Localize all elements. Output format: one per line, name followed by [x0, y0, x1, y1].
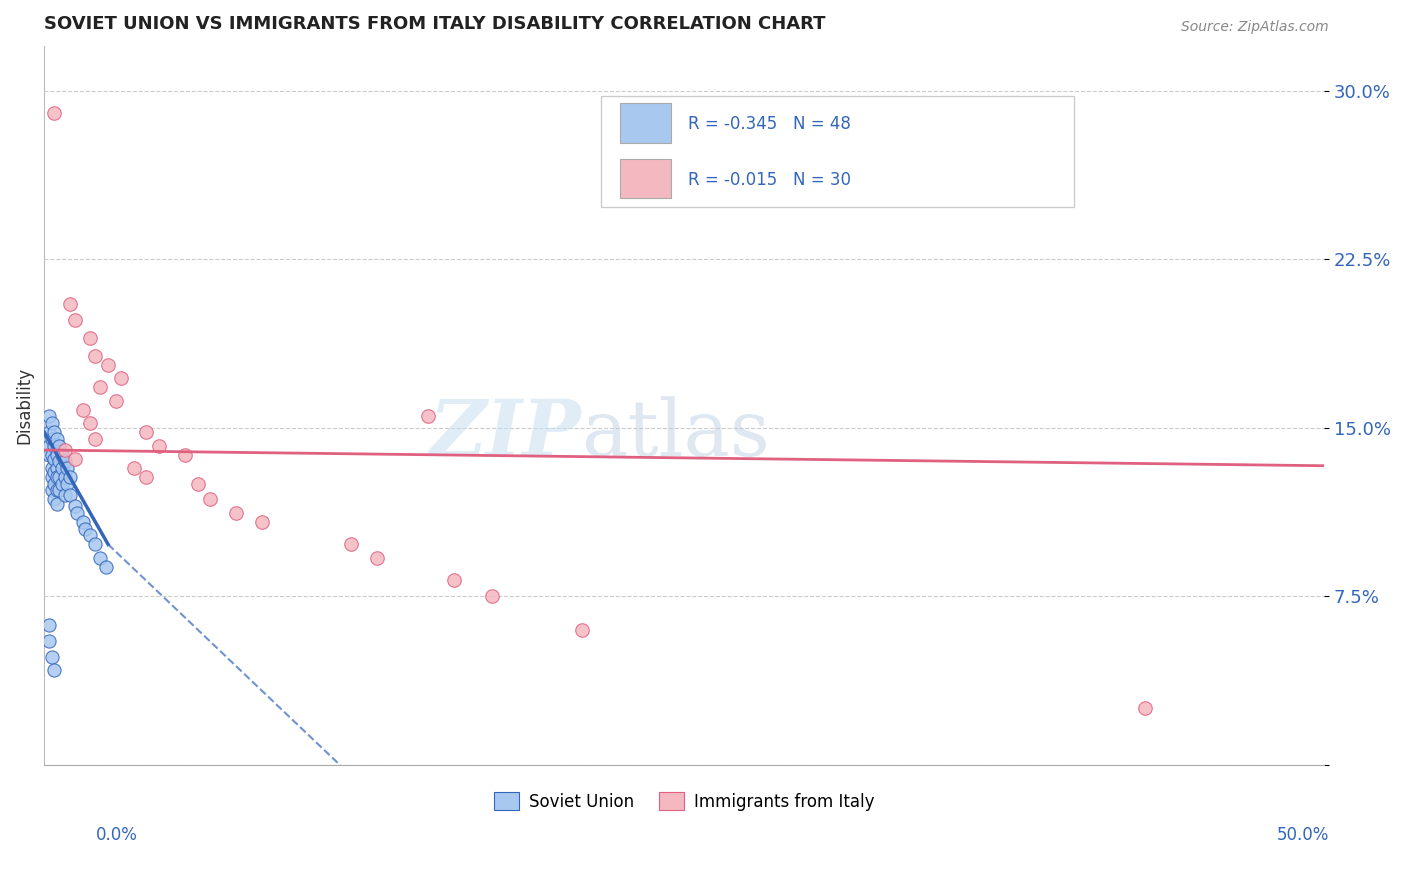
Point — [48, 483, 70, 498]
Point — [44, 663, 66, 677]
Point — [45, 461, 67, 475]
Point — [66, 506, 89, 520]
Point — [44, 492, 66, 507]
Point — [79, 416, 101, 430]
Point — [45, 497, 67, 511]
Point — [38, 618, 60, 632]
Point — [59, 297, 82, 311]
Text: 0.0%: 0.0% — [96, 826, 138, 844]
Point — [41, 416, 63, 430]
Point — [41, 470, 63, 484]
Legend: Soviet Union, Immigrants from Italy: Soviet Union, Immigrants from Italy — [486, 786, 882, 817]
Text: 50.0%: 50.0% — [1277, 826, 1329, 844]
Point — [79, 528, 101, 542]
Point — [84, 432, 107, 446]
Point — [45, 470, 67, 484]
Text: atlas: atlas — [582, 396, 770, 472]
Point — [135, 425, 157, 439]
Point — [53, 454, 76, 468]
Point — [38, 425, 60, 439]
Point — [481, 589, 503, 603]
Point — [41, 432, 63, 446]
Point — [53, 443, 76, 458]
Point — [571, 623, 593, 637]
Point — [44, 476, 66, 491]
Bar — [620, 103, 671, 143]
Point — [44, 466, 66, 480]
Point — [44, 106, 66, 120]
Point — [84, 537, 107, 551]
Point — [72, 402, 94, 417]
Point — [38, 409, 60, 424]
Point — [63, 452, 86, 467]
Y-axis label: Disability: Disability — [15, 367, 32, 443]
Point — [59, 470, 82, 484]
Point — [250, 515, 273, 529]
Text: ZIP: ZIP — [430, 395, 582, 472]
Point — [41, 649, 63, 664]
Point — [45, 432, 67, 446]
Point — [84, 349, 107, 363]
Point — [94, 559, 117, 574]
Point — [79, 331, 101, 345]
Point — [225, 506, 247, 520]
Point — [51, 476, 73, 491]
Point — [89, 550, 111, 565]
Point — [110, 371, 132, 385]
Point — [200, 492, 222, 507]
Point — [187, 476, 209, 491]
Point — [75, 522, 97, 536]
Point — [48, 454, 70, 468]
Point — [51, 461, 73, 475]
Point — [41, 448, 63, 462]
Bar — [600, 96, 1074, 208]
Point — [53, 470, 76, 484]
Point — [51, 448, 73, 462]
Point — [1133, 701, 1156, 715]
Point — [72, 515, 94, 529]
Point — [148, 438, 170, 452]
Point — [44, 425, 66, 439]
Text: Source: ZipAtlas.com: Source: ZipAtlas.com — [1181, 21, 1329, 34]
Point — [41, 483, 63, 498]
Point — [38, 438, 60, 452]
Point — [63, 312, 86, 326]
Point — [45, 483, 67, 498]
Text: SOVIET UNION VS IMMIGRANTS FROM ITALY DISABILITY CORRELATION CHART: SOVIET UNION VS IMMIGRANTS FROM ITALY DI… — [44, 15, 825, 33]
Text: R = -0.345   N = 48: R = -0.345 N = 48 — [688, 115, 851, 133]
Point — [53, 488, 76, 502]
Point — [44, 452, 66, 467]
Point — [38, 448, 60, 462]
Point — [63, 499, 86, 513]
Point — [416, 409, 439, 424]
Point — [443, 574, 465, 588]
Point — [366, 550, 388, 565]
Point — [45, 448, 67, 462]
Point — [173, 448, 195, 462]
Text: R = -0.015   N = 30: R = -0.015 N = 30 — [688, 170, 851, 188]
Point — [38, 634, 60, 648]
Bar — [620, 159, 671, 199]
Point — [135, 470, 157, 484]
Point — [56, 461, 79, 475]
Point — [59, 488, 82, 502]
Point — [48, 470, 70, 484]
Point — [56, 476, 79, 491]
Point — [97, 358, 120, 372]
Point — [122, 461, 145, 475]
Point — [44, 438, 66, 452]
Point — [48, 438, 70, 452]
Point — [104, 393, 127, 408]
Point — [41, 461, 63, 475]
Point — [89, 380, 111, 394]
Point — [340, 537, 363, 551]
